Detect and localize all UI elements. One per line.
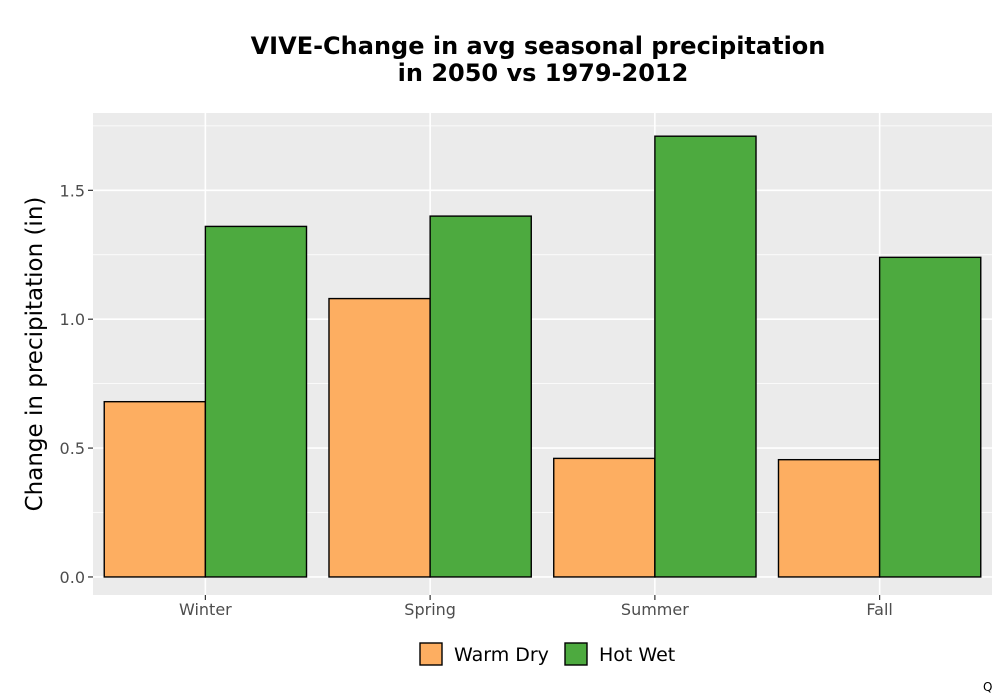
- bar-hot-wet-winter: [204, 225, 308, 578]
- legend-swatch-warm-dry: [419, 642, 443, 666]
- bar-hot-wet-fall: [878, 256, 982, 578]
- bar-warm-dry-summer: [553, 457, 656, 578]
- x-axis: Winter Spring Summer Fall: [179, 595, 893, 619]
- bar-warm-dry-fall: [777, 458, 881, 578]
- chart-title-line-2: in 2050 vs 1979-2012: [398, 59, 689, 87]
- bar-hot-wet-spring: [429, 215, 532, 578]
- legend-swatch-hot-wet: [564, 642, 588, 666]
- y-axis-label: Change in precipitation (in): [22, 197, 48, 512]
- x-tick-label-summer: Summer: [621, 600, 689, 619]
- y-tick-label: 0.0: [60, 568, 85, 587]
- bar-hot-wet-summer: [654, 135, 757, 578]
- x-tick-label-fall: Fall: [866, 600, 892, 619]
- bar-warm-dry-winter: [103, 400, 207, 578]
- y-tick-label: 1.5: [60, 181, 85, 200]
- legend-label-hot-wet: Hot Wet: [599, 644, 675, 666]
- y-tick-label: 0.5: [60, 439, 85, 458]
- y-axis: 0.0 0.5 1.0 1.5: [60, 181, 93, 587]
- x-tick-label-winter: Winter: [179, 600, 232, 619]
- legend-label-warm-dry: Warm Dry: [454, 644, 549, 666]
- corner-label: Q: [983, 680, 992, 694]
- bars: [103, 135, 982, 578]
- legend: Warm Dry Hot Wet: [419, 642, 675, 666]
- chart-title-line-1: VIVE-Change in avg seasonal precipitatio…: [251, 32, 826, 60]
- x-tick-label-spring: Spring: [404, 600, 456, 619]
- bar-warm-dry-spring: [328, 297, 431, 578]
- y-tick-label: 1.0: [60, 310, 85, 329]
